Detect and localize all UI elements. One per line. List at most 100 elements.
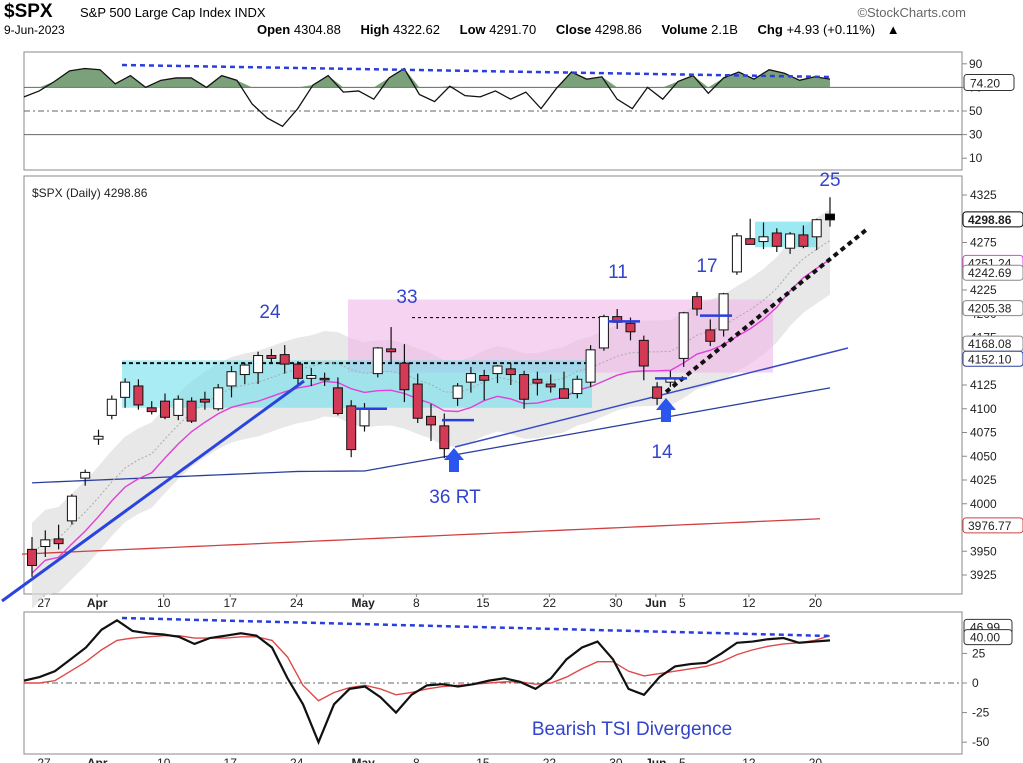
candle bbox=[638, 335, 649, 381]
candle-body bbox=[306, 375, 317, 379]
candle bbox=[120, 378, 131, 408]
candle-body bbox=[332, 387, 343, 415]
tsi-date-label: 10 bbox=[157, 756, 171, 763]
date-tick-label: 5 bbox=[679, 596, 686, 610]
candle-body bbox=[692, 296, 702, 310]
candle bbox=[146, 401, 157, 415]
candle-body bbox=[106, 398, 117, 416]
candle-body bbox=[598, 316, 609, 349]
tsi-date-label: 5 bbox=[679, 756, 686, 763]
candle-body bbox=[66, 495, 77, 522]
candle bbox=[598, 314, 609, 351]
candle-body bbox=[731, 235, 742, 273]
price-tick-label: 3925 bbox=[970, 568, 997, 582]
candle bbox=[80, 469, 91, 486]
candle bbox=[93, 429, 104, 445]
candle-body bbox=[80, 471, 91, 479]
date-tick-label: 12 bbox=[742, 596, 756, 610]
tsi-date-label: 30 bbox=[609, 756, 623, 763]
price-tick-label: 4325 bbox=[970, 188, 997, 202]
price-label: 4242.69 bbox=[968, 266, 1012, 280]
candle-body bbox=[279, 354, 290, 365]
chart-annotation: 11 bbox=[608, 262, 628, 283]
tsi-date-label: May bbox=[352, 756, 376, 763]
close-value: 4298.86 bbox=[594, 22, 642, 37]
price-label: 4298.86 bbox=[968, 213, 1012, 227]
mid-band-line bbox=[31, 240, 831, 555]
uptrend-line-2 bbox=[454, 347, 849, 448]
candle bbox=[306, 367, 317, 386]
candle bbox=[532, 371, 543, 396]
candle-body bbox=[638, 339, 649, 367]
candle bbox=[40, 530, 51, 557]
candle-body bbox=[399, 362, 410, 391]
tsi-date-label: 20 bbox=[809, 756, 823, 763]
price-tick-label: 4075 bbox=[970, 426, 997, 440]
candle bbox=[798, 225, 809, 249]
candle-body bbox=[718, 293, 729, 331]
date-tick-label: May bbox=[352, 596, 376, 610]
candle-body bbox=[160, 400, 170, 418]
candle bbox=[226, 366, 237, 398]
date-tick-label: Apr bbox=[87, 596, 108, 610]
candle-body bbox=[825, 213, 835, 221]
candle bbox=[572, 375, 583, 399]
candle-body bbox=[439, 425, 450, 450]
candle-body bbox=[359, 408, 370, 427]
top-tick-label: 90 bbox=[969, 57, 983, 71]
candle-body bbox=[53, 538, 64, 545]
date-tick-label: 22 bbox=[543, 596, 557, 610]
up-arrow-icon bbox=[444, 448, 464, 472]
candle-body bbox=[319, 377, 330, 381]
candle bbox=[199, 391, 210, 410]
candle bbox=[319, 372, 330, 386]
candle-body bbox=[293, 363, 303, 379]
candle-body bbox=[492, 365, 503, 375]
candle bbox=[332, 377, 343, 416]
brand-link[interactable]: ©StockCharts.com bbox=[857, 5, 966, 20]
candle-body bbox=[372, 347, 383, 375]
candle-body bbox=[346, 405, 357, 451]
candle bbox=[426, 404, 436, 442]
price-label-box bbox=[962, 350, 1023, 367]
candle bbox=[825, 197, 835, 227]
candle-body bbox=[266, 355, 277, 359]
open-label: Open bbox=[257, 22, 291, 37]
candle bbox=[505, 363, 516, 385]
price-label-box bbox=[962, 300, 1023, 317]
candle bbox=[479, 369, 490, 401]
long-moving-average bbox=[21, 518, 821, 555]
candle-body bbox=[811, 219, 822, 238]
tsi-line bbox=[23, 618, 831, 746]
top-indicator-panel: 907050301074.20 bbox=[23, 51, 1015, 171]
candle bbox=[492, 365, 503, 384]
candle bbox=[386, 327, 397, 363]
date-tick-label: Jun bbox=[645, 596, 666, 610]
candle-body bbox=[705, 329, 716, 342]
chart-annotation: 17 bbox=[696, 256, 717, 277]
candle bbox=[186, 397, 197, 423]
chart-annotation: 25 bbox=[819, 170, 840, 191]
candle bbox=[293, 361, 303, 385]
tsi-date-label: 24 bbox=[290, 756, 304, 763]
chart-annotation: 14 bbox=[651, 442, 673, 463]
candle bbox=[811, 218, 822, 251]
candle-body bbox=[146, 407, 157, 413]
price-tick-label: 4275 bbox=[970, 236, 997, 250]
candle bbox=[106, 395, 117, 420]
candle-body bbox=[452, 385, 463, 399]
tsi-divergence-line bbox=[121, 616, 833, 638]
candle-body bbox=[505, 368, 516, 376]
chart-annotation: 33 bbox=[396, 287, 417, 308]
candle bbox=[692, 291, 702, 316]
candle bbox=[705, 319, 716, 347]
candle bbox=[173, 395, 184, 421]
top-tick-label: 50 bbox=[969, 104, 983, 118]
candle bbox=[678, 311, 689, 367]
candle-body bbox=[40, 539, 51, 547]
candle-body bbox=[386, 348, 397, 353]
volume-value: 2.1B bbox=[711, 22, 738, 37]
index-name: S&P 500 Large Cap Index INDX bbox=[80, 5, 266, 20]
